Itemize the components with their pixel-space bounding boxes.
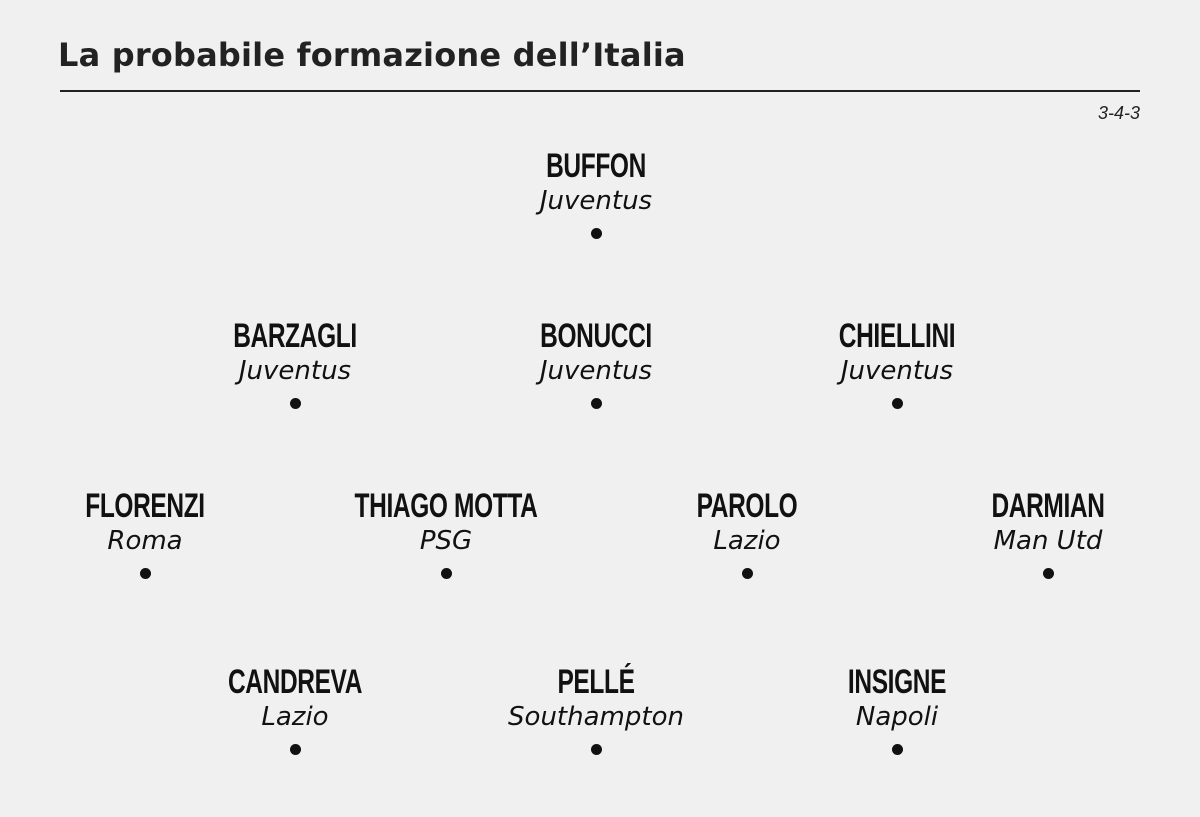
player-club: Man Utd [993, 526, 1103, 556]
player-club: Juventus [539, 186, 653, 216]
player-club: Juventus [238, 356, 352, 386]
player-midfielder: FLORENZI Roma [15, 486, 275, 606]
player-name: PAROLO [696, 487, 798, 525]
player-club: Juventus [840, 356, 954, 386]
player-club: Lazio [261, 702, 329, 732]
player-position-dot [139, 568, 151, 579]
player-name: PELLÉ [557, 663, 635, 701]
player-position-dot [440, 568, 452, 579]
player-midfielder: THIAGO MOTTA PSG [316, 486, 576, 606]
player-name: BARZAGLI [233, 317, 357, 355]
player-club: Lazio [713, 526, 781, 556]
player-position-dot [590, 228, 602, 239]
player-name: BONUCCI [540, 317, 652, 355]
player-name: FLORENZI [85, 487, 205, 525]
player-position-dot [741, 568, 753, 579]
player-position-dot [1042, 568, 1054, 579]
player-defender: CHIELLINI Juventus [767, 316, 1027, 436]
player-club: Napoli [855, 702, 939, 732]
player-club: Roma [107, 526, 183, 556]
player-name: BUFFON [546, 147, 646, 185]
player-position-dot [891, 744, 903, 755]
player-name: DARMIAN [991, 487, 1105, 525]
player-club: Southampton [508, 702, 684, 732]
player-position-dot [289, 744, 301, 755]
player-forward: INSIGNE Napoli [767, 662, 1027, 782]
player-position-dot [590, 398, 602, 409]
player-position-dot [891, 398, 903, 409]
player-name: INSIGNE [847, 663, 947, 701]
title-divider [60, 90, 1140, 92]
page-title: La probabile formazione dell’Italia [58, 36, 686, 74]
player-club: Juventus [539, 356, 653, 386]
player-position-dot [590, 744, 602, 755]
player-name: THIAGO MOTTA [354, 487, 538, 525]
player-name: CHIELLINI [838, 317, 956, 355]
player-midfielder: DARMIAN Man Utd [918, 486, 1178, 606]
player-position-dot [289, 398, 301, 409]
player-forward: CANDREVA Lazio [165, 662, 425, 782]
player-defender: BARZAGLI Juventus [165, 316, 425, 436]
player-forward: PELLÉ Southampton [466, 662, 726, 782]
player-name: CANDREVA [227, 663, 363, 701]
formation-label: 3-4-3 [1097, 103, 1140, 123]
player-defender: BONUCCI Juventus [466, 316, 726, 436]
player-club: PSG [419, 526, 473, 556]
player-midfielder: PAROLO Lazio [617, 486, 877, 606]
player-goalkeeper: BUFFON Juventus [466, 146, 726, 266]
